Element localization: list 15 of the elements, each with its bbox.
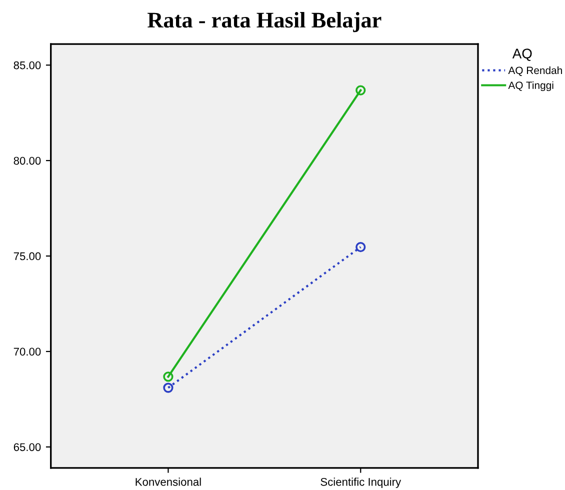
- point: [356, 85, 366, 96]
- point: [163, 372, 174, 382]
- point: [356, 242, 366, 252]
- point: [163, 382, 174, 393]
- legend-label: AQ Rendah: [508, 66, 562, 76]
- legend-label: AQ Tinggi: [508, 81, 554, 92]
- y-tick-label: 75.00: [14, 252, 41, 260]
- y-tick-label: 65.00: [14, 443, 41, 452]
- x-tick-label: Konvensional: [136, 478, 201, 486]
- y-tick-label: 85.00: [14, 61, 41, 70]
- y-tick-label: 80.00: [14, 156, 41, 165]
- y-tick-label: 70.00: [14, 348, 41, 356]
- chart-title: Rata - rata Hasil Belajar: [148, 12, 382, 32]
- x-tick-label: Scientific Inquiry: [320, 478, 402, 488]
- legend-title: AQ: [512, 48, 532, 61]
